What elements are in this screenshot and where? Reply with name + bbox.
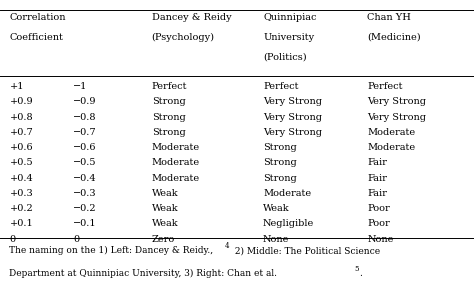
- Text: Strong: Strong: [263, 143, 297, 152]
- Text: +1: +1: [9, 82, 24, 91]
- Text: 5: 5: [355, 265, 359, 273]
- Text: Moderate: Moderate: [152, 143, 200, 152]
- Text: Fair: Fair: [367, 174, 387, 183]
- Text: Very Strong: Very Strong: [367, 97, 426, 106]
- Text: +0.2: +0.2: [9, 204, 33, 213]
- Text: (Politics): (Politics): [263, 52, 307, 61]
- Text: −0.2: −0.2: [73, 204, 97, 213]
- Text: −0.3: −0.3: [73, 189, 97, 198]
- Text: 2) Middle: The Political Science: 2) Middle: The Political Science: [232, 246, 380, 255]
- Text: Very Strong: Very Strong: [263, 97, 322, 106]
- Text: Moderate: Moderate: [263, 189, 311, 198]
- Text: Moderate: Moderate: [367, 143, 416, 152]
- Text: Weak: Weak: [152, 189, 178, 198]
- Text: Strong: Strong: [263, 174, 297, 183]
- Text: 0: 0: [73, 235, 80, 244]
- Text: Strong: Strong: [263, 158, 297, 167]
- Text: +0.1: +0.1: [9, 219, 33, 228]
- Text: (Medicine): (Medicine): [367, 33, 421, 41]
- Text: Weak: Weak: [152, 204, 178, 213]
- Text: +0.7: +0.7: [9, 128, 33, 137]
- Text: Moderate: Moderate: [367, 128, 416, 137]
- Text: Perfect: Perfect: [152, 82, 187, 91]
- Text: None: None: [367, 235, 394, 244]
- Text: Perfect: Perfect: [367, 82, 403, 91]
- Text: (Psychology): (Psychology): [152, 33, 215, 42]
- Text: Very Strong: Very Strong: [367, 113, 426, 122]
- Text: Weak: Weak: [263, 204, 290, 213]
- Text: +0.5: +0.5: [9, 158, 33, 167]
- Text: Moderate: Moderate: [152, 158, 200, 167]
- Text: Coefficient: Coefficient: [9, 33, 64, 41]
- Text: −0.1: −0.1: [73, 219, 97, 228]
- Text: Quinnipiac: Quinnipiac: [263, 13, 317, 22]
- Text: Strong: Strong: [152, 97, 185, 106]
- Text: Weak: Weak: [152, 219, 178, 228]
- Text: 4: 4: [225, 242, 229, 250]
- Text: Dancey & Reidy: Dancey & Reidy: [152, 13, 231, 22]
- Text: −1: −1: [73, 82, 88, 91]
- Text: Zero: Zero: [152, 235, 175, 244]
- Text: −0.5: −0.5: [73, 158, 97, 167]
- Text: Correlation: Correlation: [9, 13, 66, 22]
- Text: Fair: Fair: [367, 189, 387, 198]
- Text: Strong: Strong: [152, 113, 185, 122]
- Text: Moderate: Moderate: [152, 174, 200, 183]
- Text: 0: 0: [9, 235, 16, 244]
- Text: +0.8: +0.8: [9, 113, 33, 122]
- Text: Poor: Poor: [367, 219, 390, 228]
- Text: −0.7: −0.7: [73, 128, 97, 137]
- Text: Department at Quinnipiac University, 3) Right: Chan et al.: Department at Quinnipiac University, 3) …: [9, 269, 277, 278]
- Text: +0.6: +0.6: [9, 143, 33, 152]
- Text: The naming on the 1) Left: Dancey & Reidy.,: The naming on the 1) Left: Dancey & Reid…: [9, 246, 214, 255]
- Text: Negligible: Negligible: [263, 219, 314, 228]
- Text: Poor: Poor: [367, 204, 390, 213]
- Text: Strong: Strong: [152, 128, 185, 137]
- Text: −0.9: −0.9: [73, 97, 97, 106]
- Text: +0.3: +0.3: [9, 189, 33, 198]
- Text: Chan YH: Chan YH: [367, 13, 411, 22]
- Text: .: .: [359, 269, 362, 278]
- Text: +0.9: +0.9: [9, 97, 33, 106]
- Text: None: None: [263, 235, 290, 244]
- Text: −0.8: −0.8: [73, 113, 97, 122]
- Text: Very Strong: Very Strong: [263, 128, 322, 137]
- Text: Fair: Fair: [367, 158, 387, 167]
- Text: University: University: [263, 33, 314, 41]
- Text: Perfect: Perfect: [263, 82, 299, 91]
- Text: −0.4: −0.4: [73, 174, 97, 183]
- Text: Very Strong: Very Strong: [263, 113, 322, 122]
- Text: +0.4: +0.4: [9, 174, 33, 183]
- Text: −0.6: −0.6: [73, 143, 97, 152]
